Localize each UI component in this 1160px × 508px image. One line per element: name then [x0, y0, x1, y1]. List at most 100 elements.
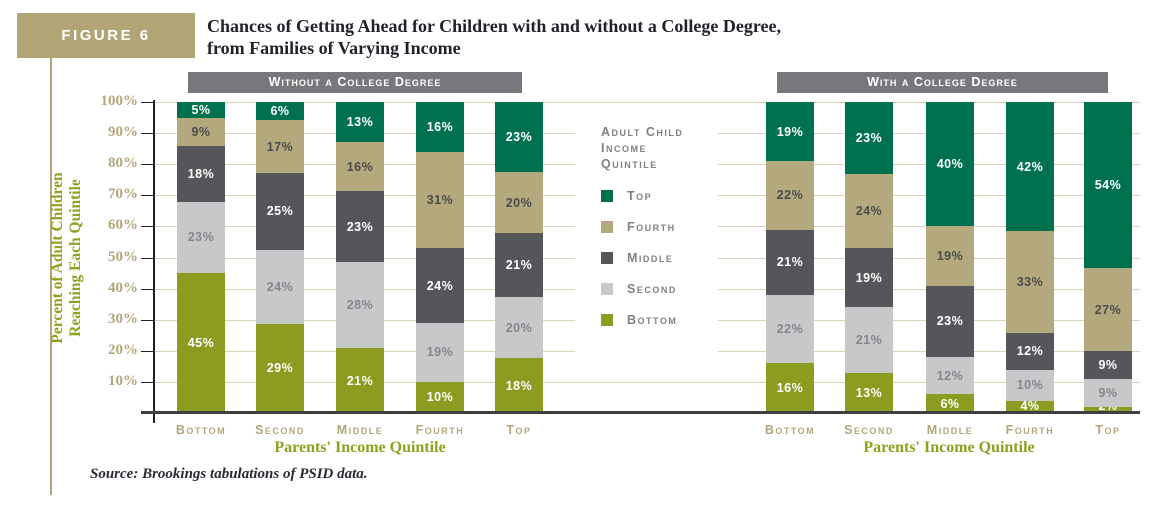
y-tick-label-40: 40% [108, 279, 138, 296]
bar-segment-fourth: 17% [256, 120, 304, 173]
legend-label-fourth: Fourth [627, 220, 676, 234]
bar-value-label: 6% [270, 104, 290, 119]
bar-value-label: 25% [266, 204, 294, 219]
bar-value-label: 29% [266, 361, 294, 376]
figure-title: Chances of Getting Ahead for Children wi… [207, 16, 781, 59]
bar-segment-fourth: 9% [177, 117, 225, 146]
bar-value-label: 5% [191, 102, 211, 117]
bar-segment-second: 12% [926, 357, 974, 395]
bar-value-label: 23% [505, 130, 533, 145]
legend-swatch-fourth-icon [601, 221, 613, 233]
x-category-label-middle: Middle [926, 423, 974, 437]
bar-without-a-college-degree-second: 29% 24% 25% 17% 6% [256, 102, 304, 413]
bar-value-label: 13% [346, 115, 374, 130]
figure-title-line1: Chances of Getting Ahead for Children wi… [207, 16, 781, 36]
bar-segment-second: 23% [177, 201, 225, 274]
bar-value-label: 23% [187, 230, 215, 245]
bar-value-label: 16% [776, 381, 804, 396]
legend-title-line2: Income [601, 141, 647, 155]
bar-segment-bottom: 13% [845, 372, 893, 413]
y-axis-tick-70 [141, 195, 155, 197]
x-category-label-middle: Middle [336, 423, 384, 437]
y-tick-label-30: 30% [108, 310, 138, 327]
bar-segment-fourth: 27% [1084, 268, 1132, 352]
y-tick-label-100: 100% [100, 93, 139, 109]
bar-value-label: 19% [426, 345, 454, 360]
x-category-label-bottom: Bottom [764, 423, 816, 437]
bar-segment-middle: 24% [416, 248, 464, 323]
bar-segment-middle: 23% [926, 285, 974, 358]
panel-header-without-degree-label: Without a College Degree [268, 74, 442, 89]
bar-value-label: 24% [266, 279, 294, 294]
panel-header-without-degree: Without a College Degree [188, 72, 522, 93]
y-axis-tick-100 [141, 102, 155, 103]
legend-item-middle: Middle [601, 251, 673, 265]
bar-value-label: 22% [776, 188, 804, 203]
figure-label: FIGURE 6 [61, 27, 151, 44]
bar-value-label: 21% [505, 258, 533, 273]
bar-value-label: 24% [426, 278, 454, 293]
bar-value-label: 19% [855, 270, 883, 285]
bar-value-label: 16% [426, 119, 454, 134]
bar-value-label: 23% [346, 219, 374, 234]
y-tick-label-10: 10% [108, 372, 138, 389]
y-tick-label-90: 90% [108, 124, 138, 141]
y-tick-label-80: 80% [108, 155, 138, 172]
bar-with-a-college-degree-fourth: 4% 10% 12% 33% 42% [1006, 102, 1054, 413]
bar-segment-top: 40% [926, 102, 974, 227]
bar-segment-middle: 19% [845, 248, 893, 308]
bar-value-label: 6% [940, 396, 960, 411]
left-vertical-rule [50, 58, 52, 495]
bar-value-label: 17% [266, 139, 294, 154]
bar-segment-fourth: 31% [416, 151, 464, 249]
x-category-label-second: Second [255, 423, 305, 437]
x-category-label-top: Top [1095, 423, 1121, 437]
bar-segment-fourth: 19% [926, 226, 974, 286]
bar-value-label: 21% [346, 373, 374, 388]
bar-value-label: 40% [936, 157, 964, 172]
legend-label-top: Top [627, 189, 653, 203]
panel-header-with-degree-label: With a College Degree [867, 74, 1018, 89]
bar-segment-second: 24% [256, 249, 304, 324]
figure-title-line2: from Families of Varying Income [207, 37, 461, 58]
x-axis-title-right: Parents' Income Quintile [863, 439, 1035, 456]
bar-value-label: 9% [1098, 358, 1118, 373]
bar-segment-bottom: 10% [416, 381, 464, 413]
bar-value-label: 20% [505, 320, 533, 335]
bar-without-a-college-degree-top: 18% 20% 21% 20% 23% [495, 102, 543, 413]
bar-value-label: 23% [936, 314, 964, 329]
y-axis-tick-90 [141, 133, 155, 135]
bar-value-label: 21% [855, 332, 883, 347]
legend-swatch-middle-icon [601, 252, 613, 264]
legend-swatch-bottom-icon [601, 314, 613, 326]
bar-segment-middle: 21% [766, 229, 814, 295]
y-axis-tick-20 [141, 350, 155, 352]
bar-segment-bottom: 45% [177, 273, 225, 413]
bar-segment-middle: 25% [256, 172, 304, 250]
bar-segment-top: 16% [416, 102, 464, 152]
legend-label-middle: Middle [627, 251, 674, 265]
bar-segment-second: 28% [336, 262, 384, 349]
bar-without-a-college-degree-middle: 21% 28% 23% 16% 13% [336, 102, 384, 413]
source-note: Source: Brookings tabulations of PSID da… [90, 466, 368, 482]
bar-value-label: 12% [936, 368, 964, 383]
x-category-label-bottom: Bottom [175, 423, 227, 437]
bar-segment-second: 21% [845, 307, 893, 373]
bar-segment-top: 19% [766, 102, 814, 162]
legend-label-second: Second [627, 282, 677, 296]
legend-swatch-second-icon [601, 283, 613, 295]
bar-segment-fourth: 20% [495, 172, 543, 234]
legend-background [575, 105, 718, 368]
bar-value-label: 10% [426, 390, 454, 405]
bar-segment-second: 19% [416, 322, 464, 382]
bar-value-label: 9% [1098, 385, 1118, 400]
bar-segment-top: 13% [336, 102, 384, 143]
legend-item-bottom: Bottom [601, 313, 677, 327]
bar-with-a-college-degree-top: 2%9%9%27%54% [1084, 102, 1132, 413]
bar-segment-bottom: 16% [766, 363, 814, 413]
bar-segment-fourth: 33% [1006, 231, 1054, 333]
bar-value-label: 42% [1016, 159, 1044, 174]
legend-label-bottom: Bottom [627, 313, 678, 327]
bar-value-label: 24% [855, 203, 883, 218]
